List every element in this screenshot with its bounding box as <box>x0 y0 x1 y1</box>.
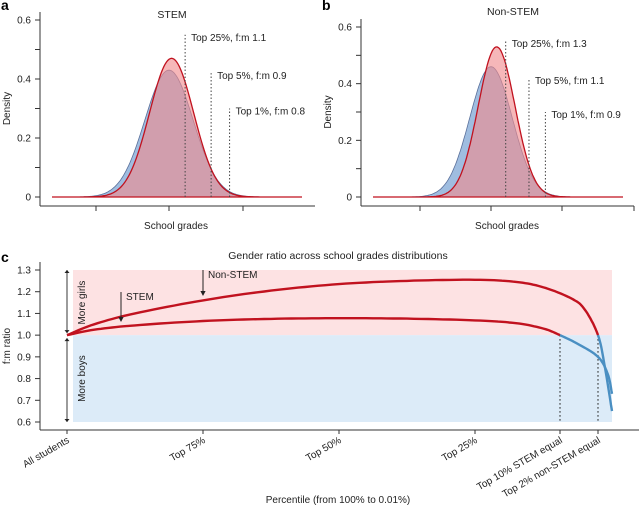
y-tick-label: 1.2 <box>17 287 31 298</box>
arrowhead-icon <box>64 338 70 342</box>
panel-title-a: STEM <box>157 9 186 21</box>
y-tick-label: 0.2 <box>338 136 352 147</box>
y-tick-label: 1.1 <box>17 309 31 320</box>
x-tick-label: Top 50% <box>304 435 343 464</box>
y-tick-label: 0.2 <box>17 134 31 145</box>
y-tick-label: 0 <box>25 193 31 204</box>
y-axis-title: f:m ratio <box>2 328 13 365</box>
y-tick-label: 0 <box>346 193 352 204</box>
annotation-label: STEM <box>126 292 154 303</box>
x-tick-label: All students <box>21 435 71 470</box>
panel-letter-a: a <box>1 0 9 13</box>
arrowhead-icon <box>64 330 70 334</box>
y-tick-label: 0.4 <box>17 75 31 86</box>
x-tick-label: Top 75% <box>168 435 207 464</box>
y-tick-label: 0.9 <box>17 352 31 363</box>
threshold-label: Top 25%, f:m 1.3 <box>512 39 587 50</box>
y-tick-label: 1.3 <box>17 266 31 277</box>
panel-title-c: Gender ratio across school grades distri… <box>228 250 447 262</box>
threshold-label: Top 25%, f:m 1.1 <box>191 33 266 44</box>
density-area-girls <box>52 57 302 198</box>
arrowhead-icon <box>64 270 70 273</box>
x-axis-title: Percentile (from 100% to 0.01%) <box>266 495 411 506</box>
y-tick-label: 0.6 <box>17 418 31 429</box>
y-axis-title: Density <box>2 92 13 125</box>
arrowhead-icon <box>64 419 70 422</box>
x-tick-label: Top 25% <box>440 435 479 464</box>
arrowhead-icon <box>118 317 124 322</box>
threshold-label: Top 5%, f:m 1.1 <box>535 76 605 87</box>
series-line-stem-below <box>559 334 614 394</box>
x-axis-title: School grades <box>475 221 539 232</box>
region-label-more-boys: More boys <box>77 355 88 402</box>
y-axis-title: Density <box>323 95 334 128</box>
threshold-label: Top 5%, f:m 0.9 <box>217 71 287 82</box>
region-more-boys <box>73 335 612 422</box>
series-line-non-stem-above <box>66 278 600 337</box>
panel-title-b: Non-STEM <box>487 6 539 18</box>
panel-letter-b: b <box>322 0 331 13</box>
y-tick-label: 0.4 <box>338 79 352 90</box>
y-tick-label: 0.8 <box>17 374 31 385</box>
annotation-label: Non-STEM <box>208 270 257 281</box>
threshold-label: Top 1%, f:m 0.9 <box>551 110 621 121</box>
density-area-girls <box>373 46 623 198</box>
region-label-more-girls: More girls <box>77 281 88 325</box>
series-line-stem-above <box>66 317 561 337</box>
arrowhead-icon <box>200 291 206 296</box>
threshold-label: Top 1%, f:m 0.8 <box>236 107 306 118</box>
panel-letter-c: c <box>1 249 9 265</box>
y-tick-label: 0.6 <box>338 23 352 34</box>
x-axis-title: School grades <box>144 221 208 232</box>
y-tick-label: 0.6 <box>17 16 31 27</box>
y-tick-label: 0.7 <box>17 396 31 407</box>
y-tick-label: 1.0 <box>17 331 31 342</box>
